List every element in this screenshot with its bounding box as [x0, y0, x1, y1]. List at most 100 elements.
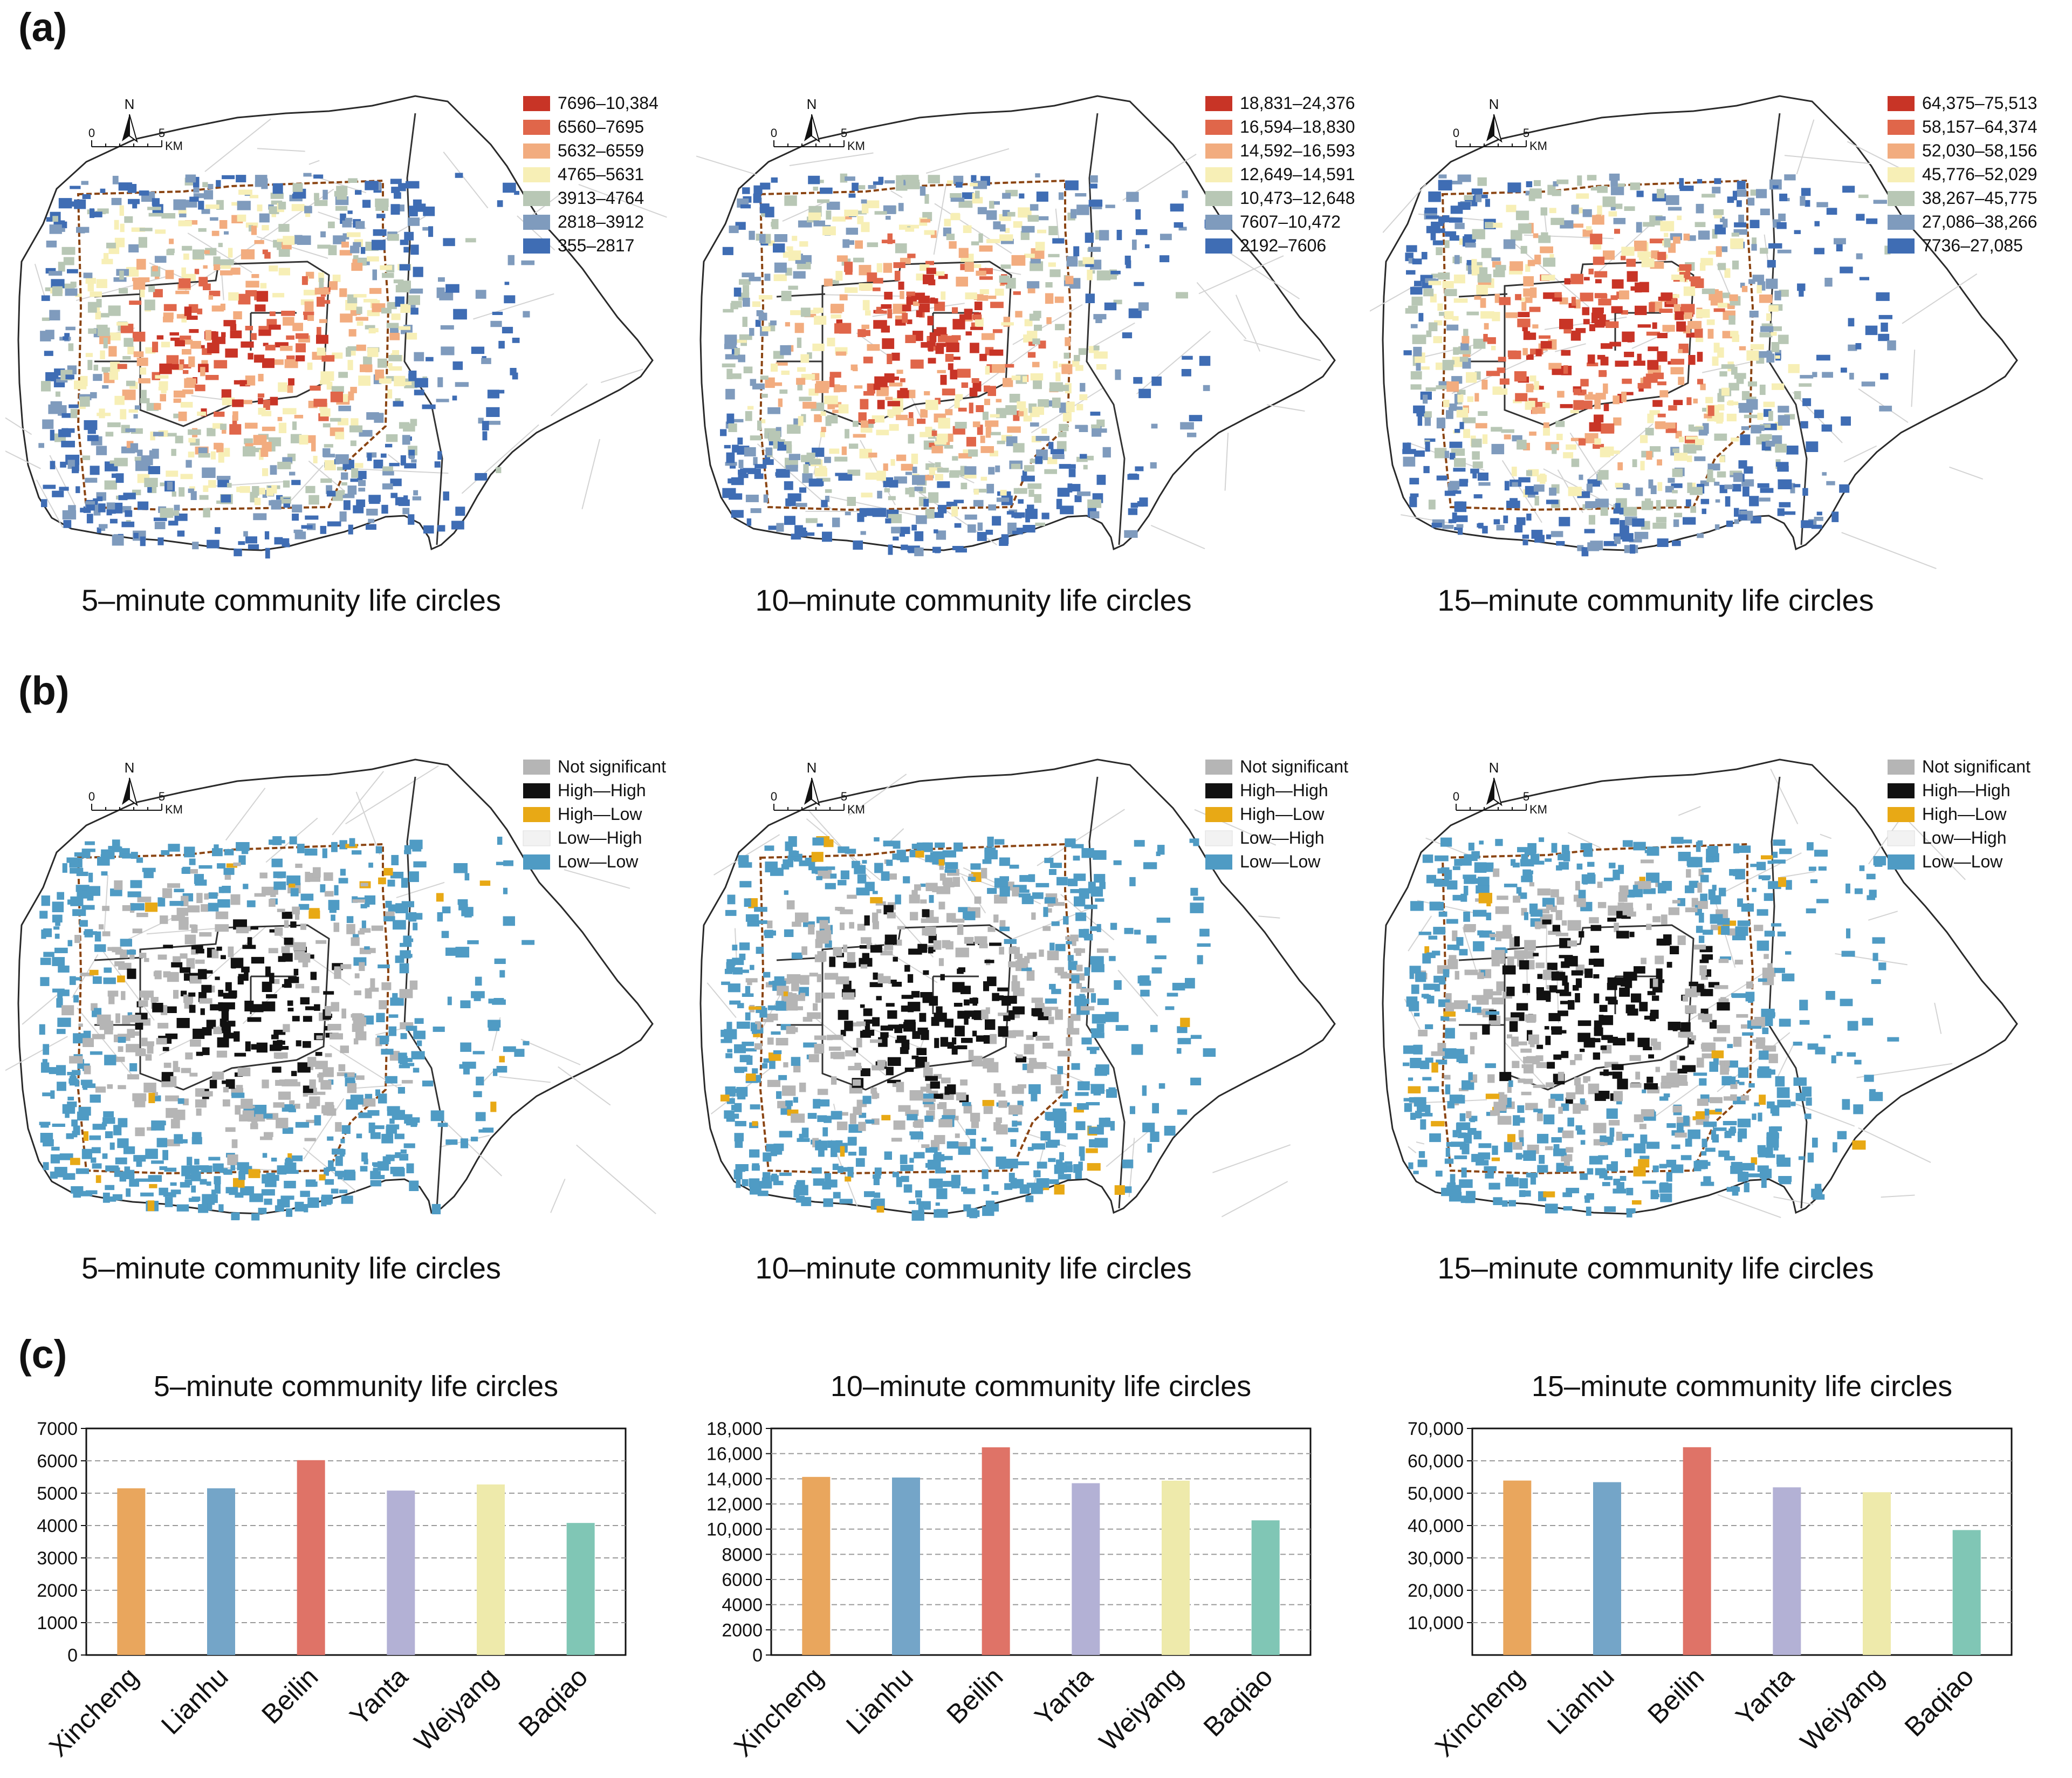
map-a-2-cell	[1822, 372, 1833, 378]
map-a-2-cell	[1643, 377, 1651, 386]
map-a-2-cell	[1515, 294, 1521, 300]
map-a-1-cell	[858, 185, 866, 190]
map-b-0-cell	[57, 1082, 66, 1091]
map-b-0-cell	[248, 1169, 260, 1178]
map-a-0-cell	[182, 389, 194, 394]
map-b-0-cell	[391, 854, 399, 865]
map-b-1-cell	[1076, 1103, 1089, 1110]
map-a-2-road	[1501, 460, 1542, 523]
map-a-0-cell	[475, 290, 486, 299]
map-a-1-cell	[797, 337, 802, 348]
map-a-0-cell	[283, 408, 297, 415]
map-b-0-cell	[277, 1165, 287, 1175]
map-b-0-cell	[104, 1028, 113, 1035]
map-a-2-cell	[1759, 434, 1772, 440]
map-b-0-cell	[59, 1153, 73, 1160]
map-b-1-cell	[1067, 1017, 1074, 1029]
map-b-1-cell	[929, 917, 939, 923]
map-a-2-cell	[1426, 330, 1432, 337]
map-a-0-cell	[208, 480, 216, 488]
map-a-0-cell	[138, 378, 150, 384]
map-a-0-cell	[258, 326, 271, 332]
map-b-0-cell	[499, 970, 505, 978]
map-b-1-road	[808, 1012, 887, 1076]
map-a-1-road	[925, 148, 1010, 174]
map-a-2-cell	[1466, 372, 1477, 383]
map-b-1-cell	[896, 850, 906, 860]
map-b-0-cell	[402, 1063, 415, 1066]
map-b-0-cell	[413, 1030, 426, 1040]
map-a-1-cell	[1189, 415, 1203, 421]
map-b-1-cell	[855, 1158, 865, 1167]
map-b-0-cell	[273, 1029, 286, 1035]
map-a-2-cell	[1683, 444, 1697, 454]
map-a-2-cell	[1412, 334, 1426, 344]
map-a-1-cell	[974, 302, 983, 310]
map-b-0-cell	[92, 1034, 105, 1040]
map-a-0-cell	[314, 200, 328, 206]
map-a-0-cell	[186, 316, 198, 320]
map-a-0-cell	[101, 367, 112, 372]
map-b-1-cell	[983, 1106, 993, 1114]
map-a-1-cell	[873, 287, 881, 291]
map-a-1-north-arrow-left	[804, 114, 812, 141]
map-a-1-cell	[1113, 299, 1122, 304]
map-b-1-cell	[720, 1095, 730, 1102]
map-a-0-cell	[173, 413, 182, 419]
map-a-0-cell	[339, 511, 347, 522]
map-a-1-cell	[845, 215, 852, 220]
map-b-0-cell	[340, 869, 346, 876]
map-a-0-cell	[335, 454, 349, 464]
map-a-2-cell	[1655, 216, 1666, 221]
map-b-0-cell	[200, 1179, 207, 1185]
map-b-1-cell	[996, 1117, 1002, 1123]
map-a-0-cell	[49, 310, 60, 320]
map-a-0-cell	[353, 294, 367, 298]
map-a-2-cell	[1603, 383, 1608, 394]
map-a-2-cell	[1525, 264, 1531, 272]
map-a-1-cell	[1187, 433, 1197, 437]
map-b-1-cell	[726, 1098, 735, 1104]
map-a-2-cell	[1646, 451, 1652, 460]
map-a-0-cell	[443, 491, 449, 501]
map-a-0-cell	[115, 473, 124, 483]
map-a-1-cell	[786, 465, 798, 470]
map-a-0-cell	[205, 330, 211, 341]
map-b-0-cell	[325, 1102, 334, 1106]
map-a-1-cell	[750, 508, 761, 514]
map-b-1-cell	[875, 901, 886, 906]
map-b-0-cell	[77, 891, 90, 897]
map-b-0-cell	[262, 981, 272, 992]
map-a-2-cell	[1410, 371, 1422, 380]
map-b-1-cell	[787, 1109, 799, 1116]
map-b-0-cell	[300, 893, 314, 901]
map-b-0-cell	[331, 1188, 339, 1194]
map-a-1-cell	[956, 276, 968, 287]
map-a-1-cell	[1011, 512, 1025, 518]
map-b-0-cell	[144, 958, 149, 962]
map-a-2-cell	[1728, 315, 1735, 325]
map-a-1-cell	[1000, 264, 1011, 269]
map-a-2-cell	[1859, 277, 1869, 281]
map-b-0-cell	[333, 922, 340, 932]
map-a-2-road	[1847, 141, 1906, 172]
map-b-1-cell	[1005, 1158, 1018, 1168]
map-b-1-cell	[866, 942, 873, 949]
map-a-1-cell	[1027, 504, 1034, 510]
map-b-1-cell	[858, 1121, 866, 1131]
map-a-0-cell	[217, 478, 229, 488]
map-b-0-cell	[97, 1014, 111, 1025]
map-a-1-cell	[822, 226, 836, 236]
map-b-1-cell	[1027, 952, 1037, 959]
map-a-2-cell	[1718, 404, 1725, 411]
map-a-2-cell	[1534, 496, 1539, 506]
map-a-0-legend-swatch	[523, 143, 550, 159]
map-a-0-cell	[453, 309, 467, 320]
map-a-1-cell	[953, 500, 964, 503]
map-b-1-cell	[801, 1127, 809, 1138]
map-a-2-cell	[1588, 269, 1594, 275]
map-a-0-cell	[124, 216, 133, 223]
map-a-caption-10min: 10–minute community life circles	[755, 583, 1192, 617]
map-a-1-cells	[720, 173, 1213, 557]
map-a-1-cell	[838, 474, 853, 481]
